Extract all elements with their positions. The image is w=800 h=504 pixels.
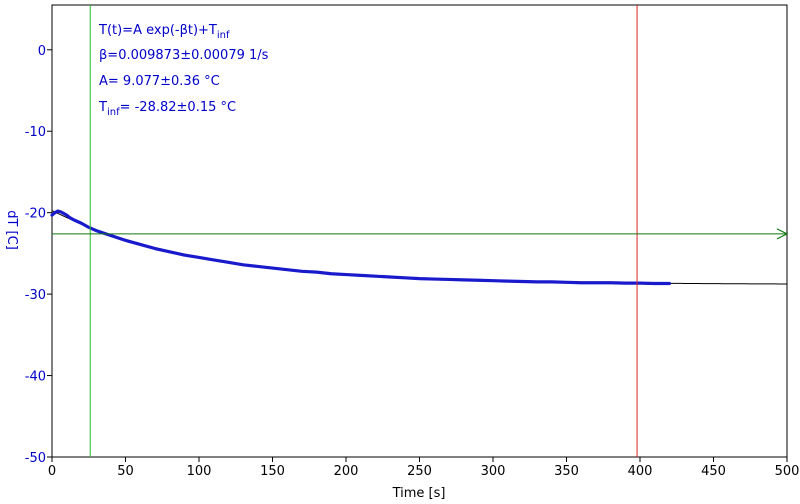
tinf-value: Tinf= -28.82±0.15 °C: [98, 100, 236, 118]
x-tick-label: 400: [628, 464, 653, 479]
x-tick-label: 100: [187, 464, 212, 479]
x-tick-label: 150: [260, 464, 285, 479]
x-tick-label: 450: [701, 464, 726, 479]
beta-value: β=0.009873±0.00079 1/s: [99, 48, 269, 63]
plot-frame: [51, 4, 788, 458]
x-tick-label: 200: [334, 464, 359, 479]
x-tick-label: 500: [775, 464, 800, 479]
x-tick-label: 0: [48, 464, 56, 479]
y-axis-ticks: 0 -10 -20 -30 -40 -50: [25, 44, 52, 466]
y-tick-label: -20: [25, 207, 46, 222]
y-axis-label: dT [C]: [4, 210, 19, 250]
y-tick-label: -40: [25, 370, 46, 385]
level-marker-arrow-icon[interactable]: [776, 228, 789, 240]
x-tick-label: 300: [481, 464, 506, 479]
fit-annotation: T(t)=A exp(-βt)+Tinf β=0.009873±0.00079 …: [98, 23, 269, 118]
amplitude-value: A= 9.077±0.36 °C: [99, 74, 220, 89]
model-formula: T(t)=A exp(-βt)+Tinf: [98, 23, 230, 41]
x-tick-label: 250: [407, 464, 432, 479]
x-axis-ticks: 0 50 100 150 200 250 300 350 400 450 500: [48, 457, 800, 479]
y-tick-label: -50: [25, 451, 46, 466]
x-tick-label: 350: [554, 464, 579, 479]
data-series-line: [50, 209, 672, 286]
y-tick-label: -10: [25, 125, 46, 140]
data-series: [50, 209, 672, 286]
y-tick-label: 0: [38, 44, 46, 59]
y-tick-label: -30: [25, 288, 46, 303]
x-tick-label: 50: [117, 464, 134, 479]
x-axis-label: Time [s]: [392, 486, 446, 501]
